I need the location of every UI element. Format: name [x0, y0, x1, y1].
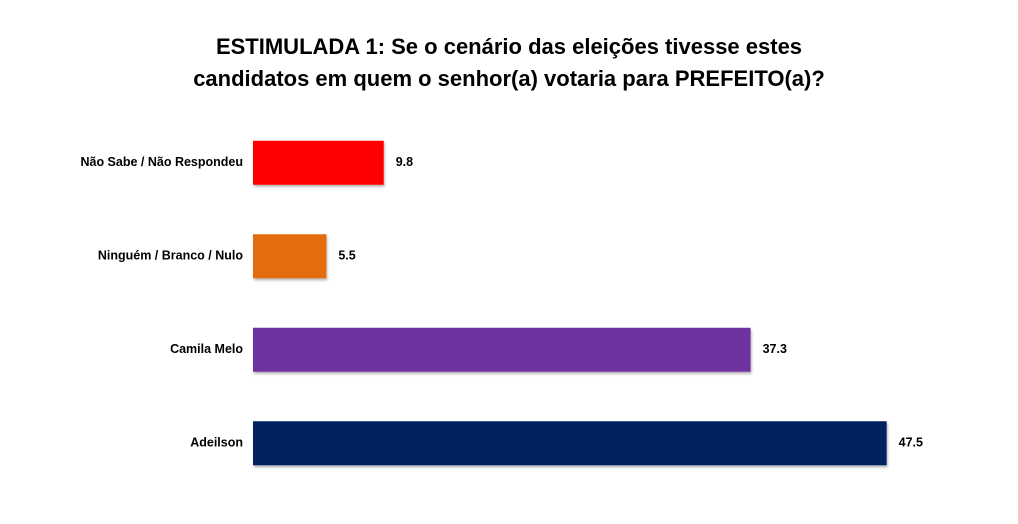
- y-tick-label: Ninguém / Branco / Nulo: [98, 249, 244, 263]
- bar: [253, 421, 887, 466]
- bar: [253, 234, 327, 279]
- y-tick-label: Camila Melo: [170, 342, 243, 356]
- chart-title: ESTIMULADA 1: Se o cenário das eleições …: [216, 34, 802, 59]
- bar: [253, 140, 384, 185]
- value-label: 37.3: [763, 342, 787, 356]
- y-tick-label: Não Sabe / Não Respondeu: [80, 155, 243, 169]
- value-label: 9.8: [396, 155, 413, 169]
- bar: [253, 327, 751, 372]
- y-tick-label: Adeilson: [190, 436, 243, 450]
- chart-title: candidatos em quem o senhor(a) votaria p…: [193, 66, 825, 91]
- value-label: 47.5: [899, 436, 923, 450]
- value-label: 5.5: [338, 249, 355, 263]
